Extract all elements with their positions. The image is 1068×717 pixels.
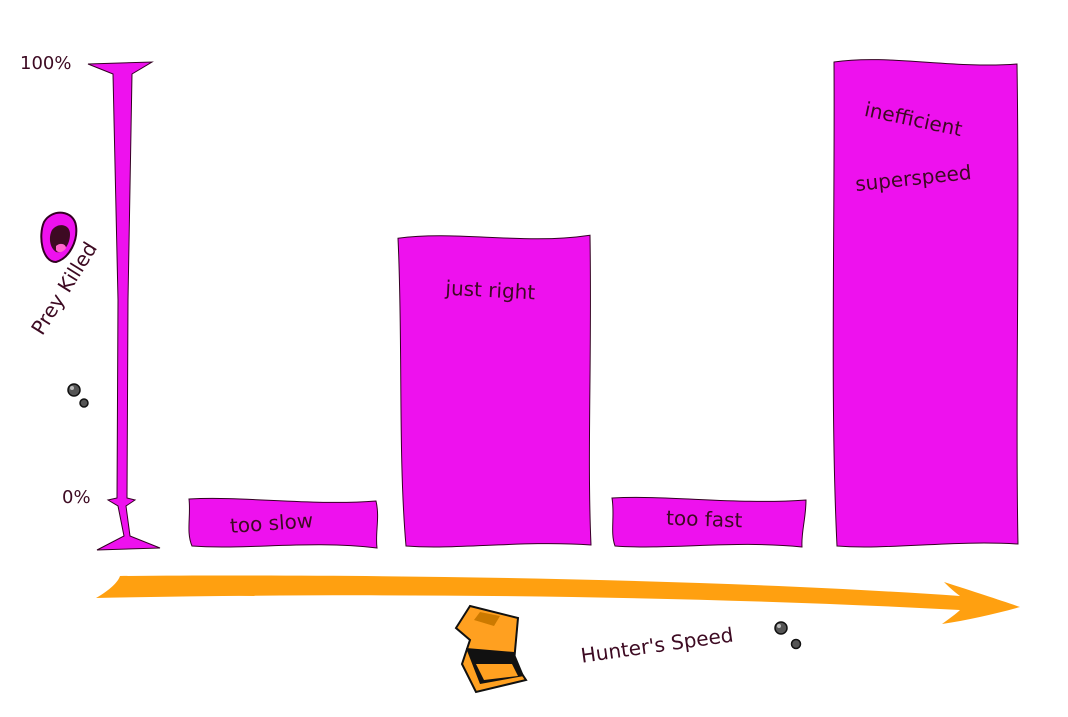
bar-inefficient-superspeed	[832, 59, 1019, 548]
prey-creature-icon	[40, 211, 78, 264]
bar-too-fast	[611, 496, 807, 548]
thought-bubble-icon	[67, 383, 89, 408]
y-axis	[87, 61, 161, 551]
bar-label-too-slow: too slow	[229, 508, 314, 538]
bar-just-right	[397, 234, 592, 548]
bar-too-slow	[188, 497, 379, 549]
bar-label-too-fast: too fast	[666, 506, 743, 533]
hunter-creature-icon	[454, 604, 528, 694]
thought-bubble-icon	[774, 621, 802, 650]
x-axis-arrow	[96, 575, 1020, 624]
x-axis-label: Hunter's Speed	[579, 622, 735, 667]
y-tick-100: 100%	[20, 53, 71, 74]
bar-label-just-right: just right	[444, 276, 536, 305]
y-tick-0: 0%	[62, 487, 91, 508]
